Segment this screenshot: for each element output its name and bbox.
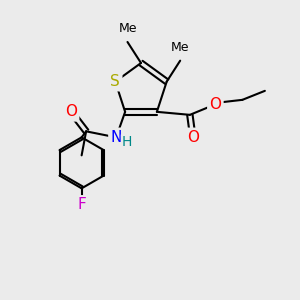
Text: O: O <box>65 104 77 119</box>
Text: Me: Me <box>118 22 137 35</box>
Text: O: O <box>209 97 221 112</box>
Text: O: O <box>187 130 199 145</box>
Text: S: S <box>110 74 120 89</box>
Text: F: F <box>77 197 86 212</box>
Text: H: H <box>122 135 132 149</box>
Text: Me: Me <box>171 41 189 54</box>
Text: N: N <box>110 130 122 145</box>
